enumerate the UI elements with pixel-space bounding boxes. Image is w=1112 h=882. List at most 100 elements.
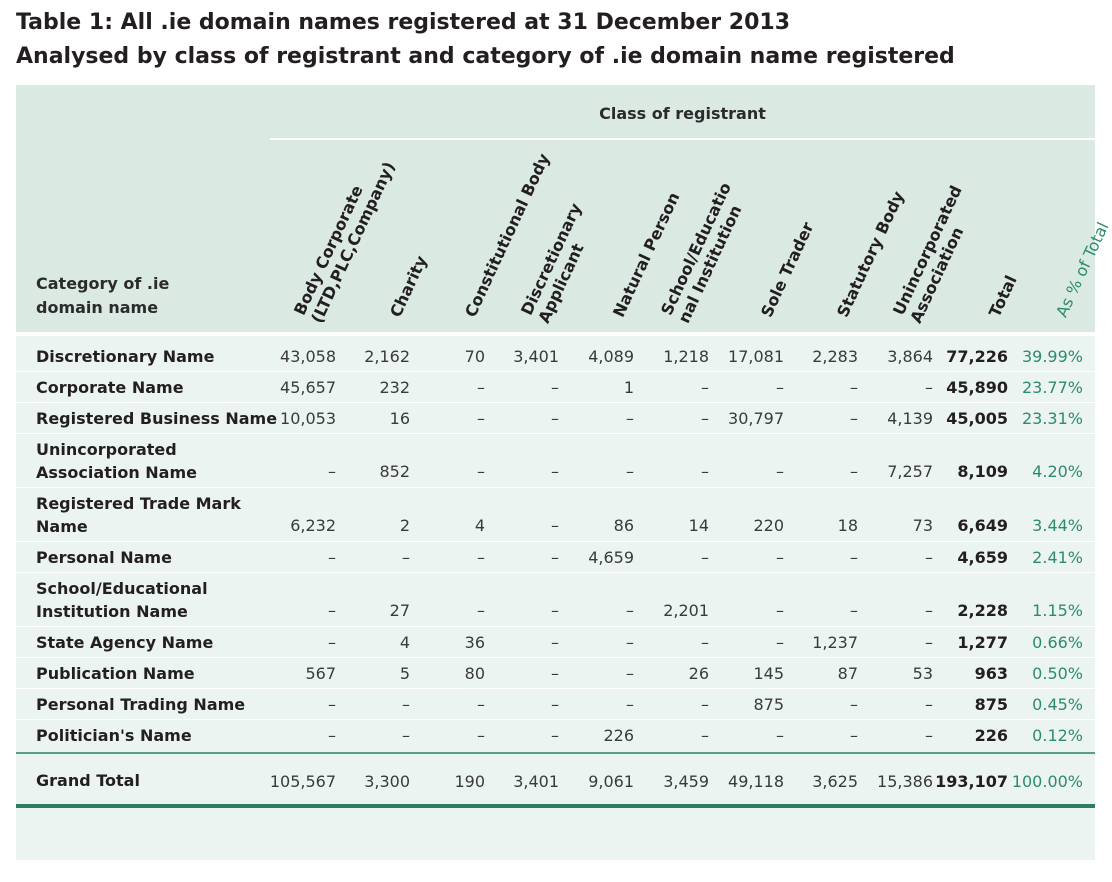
cell-col-2: – <box>402 548 410 567</box>
table-row: Personal Name – – – – 4,659 – – – – 4,659 2.41% <box>16 542 1095 573</box>
row-label: Discretionary Name <box>36 347 215 366</box>
cell-col-7: 49,118 <box>728 772 784 791</box>
table-row: Personal Trading Name – – – – – – 875 – – 875 0.45% <box>16 689 1095 720</box>
cell-col-8: 2,283 <box>812 347 858 366</box>
row-divider <box>16 657 1095 658</box>
cell-col-1: – <box>328 462 336 481</box>
cell-col-11: 0.12% <box>1032 726 1083 745</box>
green-rule <box>16 804 1095 808</box>
cell-col-11: 23.77% <box>1021 378 1083 397</box>
cell-col-7: 220 <box>753 516 784 535</box>
cell-col-6: – <box>701 548 709 567</box>
cell-col-7: – <box>776 462 784 481</box>
cell-col-2: 232 <box>379 378 410 397</box>
cell-col-1: 45,657 <box>280 378 336 397</box>
cell-col-10: 4,659 <box>957 548 1008 567</box>
cell-col-1: 105,567 <box>269 772 336 791</box>
cell-col-3: – <box>477 601 485 620</box>
cell-col-10: 77,226 <box>946 347 1008 366</box>
table-row: Registered Business Name 10,053 16– – – –30,7… <box>16 403 1095 434</box>
cell-col-2: 16 <box>389 409 410 428</box>
table-row: Discretionary Name 43,058 2,162 70 3,401 4,08… <box>16 341 1095 372</box>
cell-col-9: 7,257 <box>887 462 933 481</box>
table-title: Table 1: All .ie domain names registered… <box>16 10 791 35</box>
category-label: Category of .ie domain name <box>36 274 170 317</box>
cell-col-7: – <box>776 378 784 397</box>
cell-col-4: – <box>551 462 559 481</box>
cell-col-11: 0.66% <box>1032 633 1083 652</box>
cell-col-1: – <box>328 548 336 567</box>
cell-col-6: – <box>701 695 709 714</box>
cell-col-9: 15,386 <box>877 772 933 791</box>
cell-col-6: – <box>701 378 709 397</box>
row-divider <box>16 433 1095 434</box>
cell-col-9: – <box>925 695 933 714</box>
cell-col-6: – <box>701 462 709 481</box>
cell-col-11: 0.45% <box>1032 695 1083 714</box>
cell-col-5: 9,061 <box>588 772 634 791</box>
cell-col-5: – <box>626 633 634 652</box>
cell-col-10: 1,277 <box>957 633 1008 652</box>
cell-col-1: 6,232 <box>290 516 336 535</box>
cell-col-8: 1,237 <box>812 633 858 652</box>
cell-col-7: 875 <box>753 695 784 714</box>
cell-col-2: – <box>402 695 410 714</box>
row-divider <box>16 719 1095 720</box>
cell-col-10: 963 <box>974 664 1008 683</box>
cell-col-2: 27 <box>389 601 410 620</box>
table-row: Politician's Name – – – – 226 – – – – 226 0.12% <box>16 720 1095 751</box>
cell-col-3: – <box>477 726 485 745</box>
cell-col-9: – <box>925 633 933 652</box>
cell-col-8: – <box>850 695 858 714</box>
row-divider <box>16 572 1095 573</box>
cell-col-5: 1 <box>623 378 634 397</box>
row-divider <box>16 688 1095 689</box>
cell-col-9: 73 <box>912 516 933 535</box>
row-label: Politician's Name <box>36 726 192 745</box>
cell-col-11: 23.31% <box>1021 409 1083 428</box>
cell-col-11: 2.41% <box>1032 548 1083 567</box>
cell-col-8: – <box>850 409 858 428</box>
cell-col-9: – <box>925 548 933 567</box>
cell-col-3: 70 <box>464 347 485 366</box>
cell-col-11: 100.00% <box>1011 772 1083 791</box>
cell-col-11: 0.50% <box>1032 664 1083 683</box>
row-label: Unincorporated Association Name <box>36 440 197 482</box>
cell-col-8: – <box>850 601 858 620</box>
table-row: Publication Name 567 5 80 – – 26 145 87 53 963 0.50… <box>16 658 1095 689</box>
cell-col-3: 80 <box>464 664 485 683</box>
table-body-band <box>16 336 1095 804</box>
row-label: Grand Total <box>36 770 140 790</box>
table-row: Unincorporated Association Name – 852 – – – – –… <box>16 434 1095 488</box>
cell-col-1: – <box>328 601 336 620</box>
row-label: Personal Name <box>36 548 172 567</box>
cell-col-8: – <box>850 462 858 481</box>
row-label: Registered Trade Mark Name <box>36 494 241 536</box>
cell-col-5: 4,659 <box>588 548 634 567</box>
cell-col-8: 3,625 <box>812 772 858 791</box>
cell-col-3: – <box>477 462 485 481</box>
cell-col-7: – <box>776 633 784 652</box>
cell-col-4: 3,401 <box>513 772 559 791</box>
cell-col-9: – <box>925 601 933 620</box>
cell-col-1: – <box>328 633 336 652</box>
cell-col-6: 3,459 <box>663 772 709 791</box>
cell-col-10: 8,109 <box>957 462 1008 481</box>
table-row: Corporate Name 45,657 232– –1– – – –45,890 23.7… <box>16 372 1095 403</box>
cell-col-9: 4,139 <box>887 409 933 428</box>
cell-col-5: 4,089 <box>588 347 634 366</box>
cell-col-9: 53 <box>912 664 933 683</box>
table-subtitle: Analysed by class of registrant and cate… <box>16 44 955 69</box>
cell-col-5: – <box>626 409 634 428</box>
table-row: State Agency Name – 4 36 – – – – 1,237 – 1,277 0.66… <box>16 627 1095 658</box>
row-label: Registered Business Name <box>36 409 278 428</box>
row-divider <box>16 626 1095 627</box>
cell-col-1: – <box>328 726 336 745</box>
cell-col-2: 4 <box>399 633 410 652</box>
cell-col-10: 2,228 <box>957 601 1008 620</box>
cell-col-1: 10,053 <box>280 409 336 428</box>
row-divider <box>16 541 1095 542</box>
cell-col-3: – <box>477 548 485 567</box>
row-label: School/Educational Institution Name <box>36 579 208 621</box>
cell-col-4: – <box>551 601 559 620</box>
